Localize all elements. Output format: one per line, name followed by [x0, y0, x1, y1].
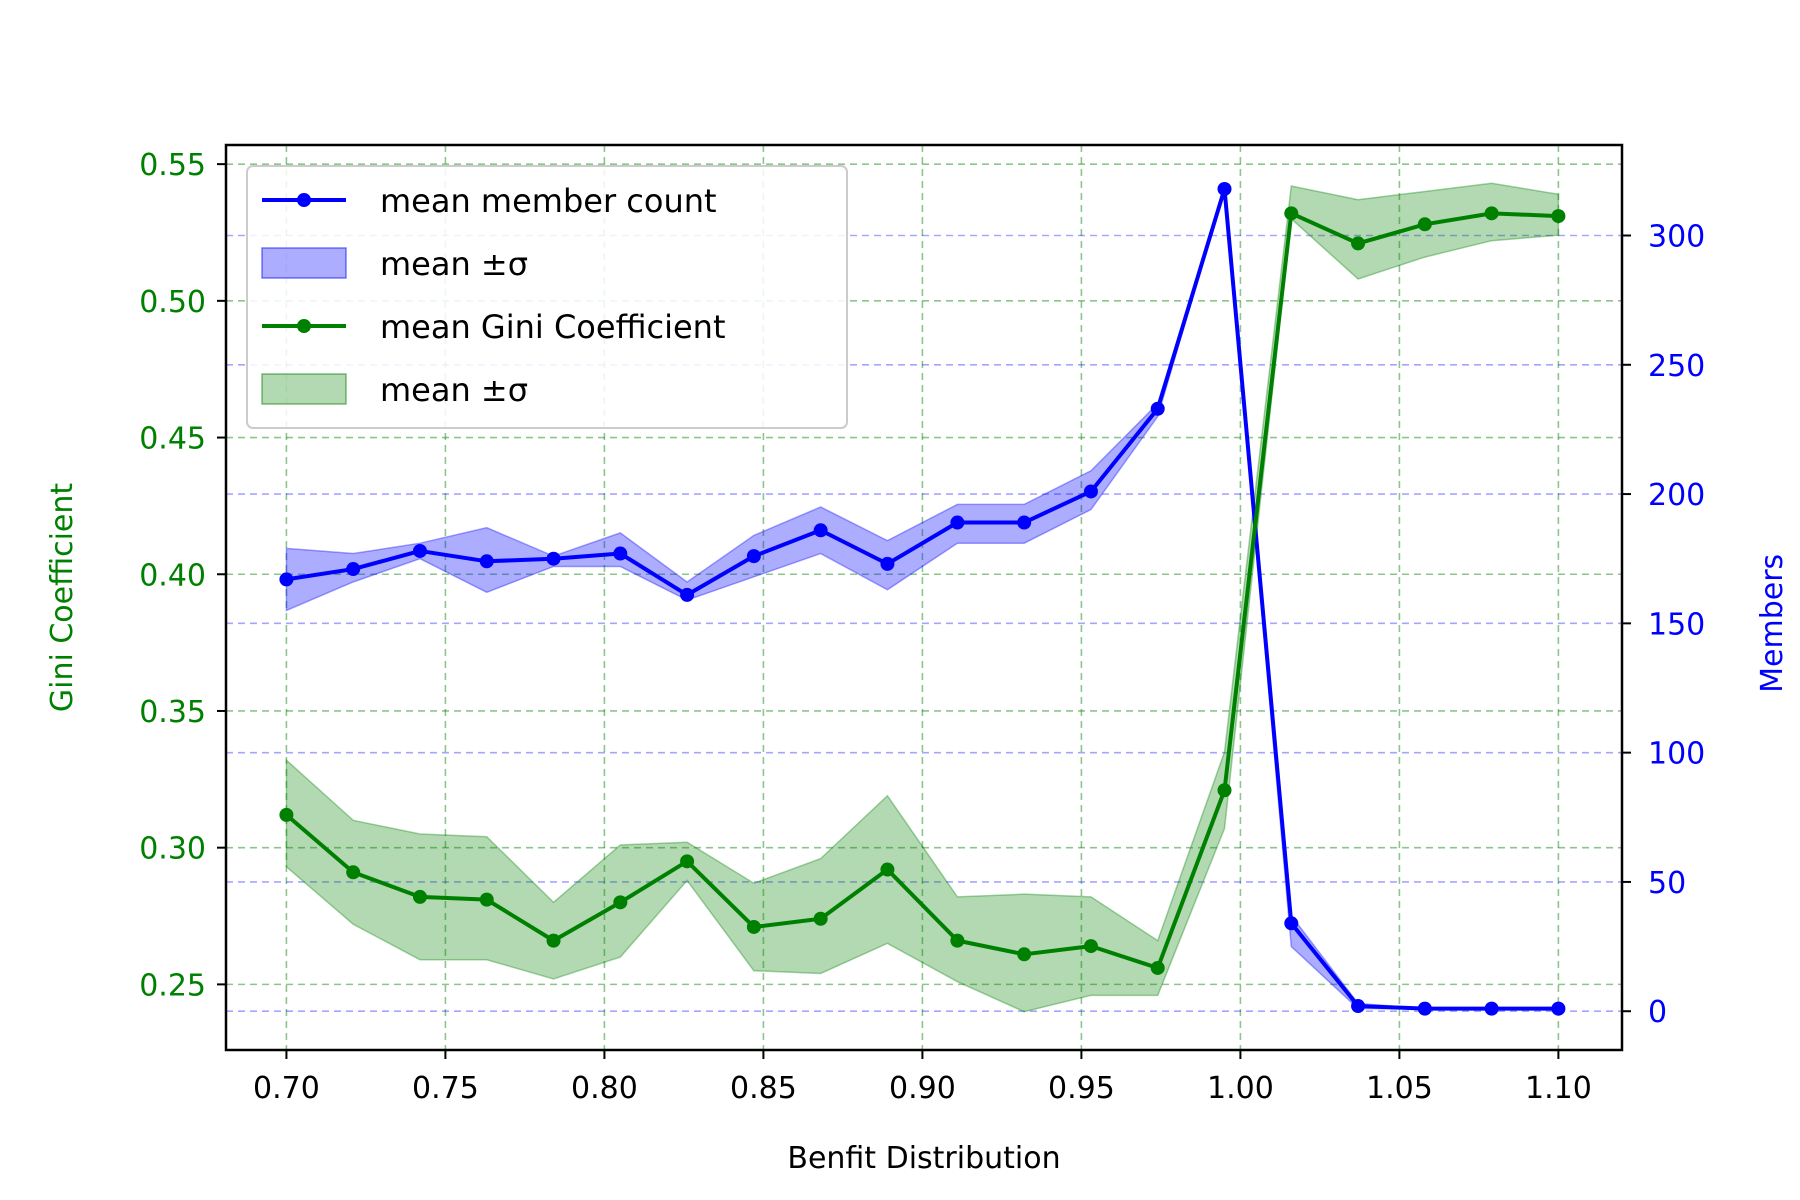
- legend-box: [246, 165, 848, 429]
- members-point: [880, 556, 895, 571]
- x-tick-label: 0.95: [1048, 1071, 1115, 1106]
- gini-point: [746, 919, 761, 934]
- y-right-tick-label: 250: [1648, 349, 1705, 384]
- gini-point: [613, 895, 628, 910]
- y-left-tick-label: 0.45: [139, 422, 206, 457]
- gini-point: [1284, 206, 1299, 221]
- gini-point: [1217, 783, 1232, 798]
- members-point: [279, 572, 294, 587]
- y-left-tick-label: 0.55: [139, 148, 206, 183]
- y-left-tick-label: 0.35: [139, 695, 206, 730]
- axis-layer: 0.70 0.75 0.80 0.85 0.90 0.95 1.00 1.05 1.10 0.25…: [45, 143, 1790, 1176]
- members-point: [613, 546, 628, 561]
- members-point: [1417, 1001, 1432, 1016]
- members-point: [950, 515, 965, 530]
- gini-point: [1083, 939, 1098, 954]
- gini-point: [1351, 236, 1366, 251]
- legend-gini-band-swatch: [261, 373, 347, 405]
- gini-point: [680, 854, 695, 869]
- y-left-axis-title: Gini Coefficient: [45, 483, 80, 713]
- y-right-tick-label: 300: [1648, 220, 1705, 255]
- members-point: [1284, 916, 1299, 931]
- gini-std-band: [285, 182, 1560, 1013]
- legend-gini-band-label: mean ±σ: [380, 371, 528, 409]
- legend-gini-line-label: mean Gini Coefficient: [380, 308, 726, 346]
- gini-point: [1150, 960, 1165, 975]
- members-point: [680, 587, 695, 602]
- members-point: [1484, 1001, 1499, 1016]
- legend-gini-line-marker: [297, 319, 311, 333]
- gini-point: [279, 807, 294, 822]
- y-left-tick-label: 0.25: [139, 968, 206, 1003]
- gini-point: [479, 892, 494, 907]
- gini-point: [880, 862, 895, 877]
- members-point: [1083, 484, 1098, 499]
- y-left-tick-label: 0.30: [139, 832, 206, 867]
- x-tick-label: 0.75: [412, 1071, 479, 1106]
- x-tick-label: 0.90: [889, 1071, 956, 1106]
- legend-members-line-label: mean member count: [380, 182, 717, 220]
- members-point: [346, 562, 361, 577]
- x-tick-label: 1.05: [1366, 1071, 1433, 1106]
- members-mean-line: [286, 186, 1559, 1011]
- gini-point: [346, 865, 361, 880]
- gini-point: [1551, 209, 1566, 224]
- legend-members-band-swatch: [261, 247, 347, 279]
- y-left-tick-label: 0.40: [139, 558, 206, 593]
- members-point: [1551, 1001, 1566, 1016]
- x-tick-label: 0.70: [253, 1071, 320, 1106]
- gini-point: [546, 933, 561, 948]
- gini-point: [1017, 947, 1032, 962]
- legend-members-band-label: mean ±σ: [380, 245, 528, 283]
- y-right-tick-label: 100: [1648, 737, 1705, 772]
- gini-point: [1484, 206, 1499, 221]
- y-right-tick-label: 0: [1648, 995, 1667, 1030]
- x-tick-label: 0.85: [730, 1071, 797, 1106]
- members-point: [1217, 181, 1232, 196]
- y-right-tick-label: 200: [1648, 478, 1705, 513]
- legend-members-line-marker: [297, 193, 311, 207]
- plot-frame: [224, 143, 1624, 1052]
- members-point: [546, 551, 561, 566]
- members-point: [412, 543, 427, 558]
- members-point: [746, 549, 761, 564]
- y-left-tick-label: 0.50: [139, 285, 206, 320]
- gini-point: [1417, 217, 1432, 232]
- members-point: [1351, 999, 1366, 1014]
- line-layer: [279, 181, 1566, 1016]
- members-point: [813, 523, 828, 538]
- members-point: [1017, 515, 1032, 530]
- y-right-axis-title: Members: [1755, 554, 1790, 693]
- x-tick-label: 1.00: [1207, 1071, 1274, 1106]
- y-right-tick-label: 50: [1648, 866, 1686, 901]
- gini-point: [813, 911, 828, 926]
- gini-point: [412, 889, 427, 904]
- members-point: [1150, 401, 1165, 416]
- x-axis-title: Benfit Distribution: [787, 1141, 1060, 1176]
- legend: mean member count mean ±σ mean Gini Coeffi…: [246, 165, 848, 429]
- x-tick-label: 0.80: [571, 1071, 638, 1106]
- y-right-tick-label: 150: [1648, 607, 1705, 642]
- gini-point: [950, 933, 965, 948]
- members-point: [479, 554, 494, 569]
- gini-mean-line: [285, 211, 1559, 970]
- x-tick-label: 1.10: [1525, 1071, 1592, 1106]
